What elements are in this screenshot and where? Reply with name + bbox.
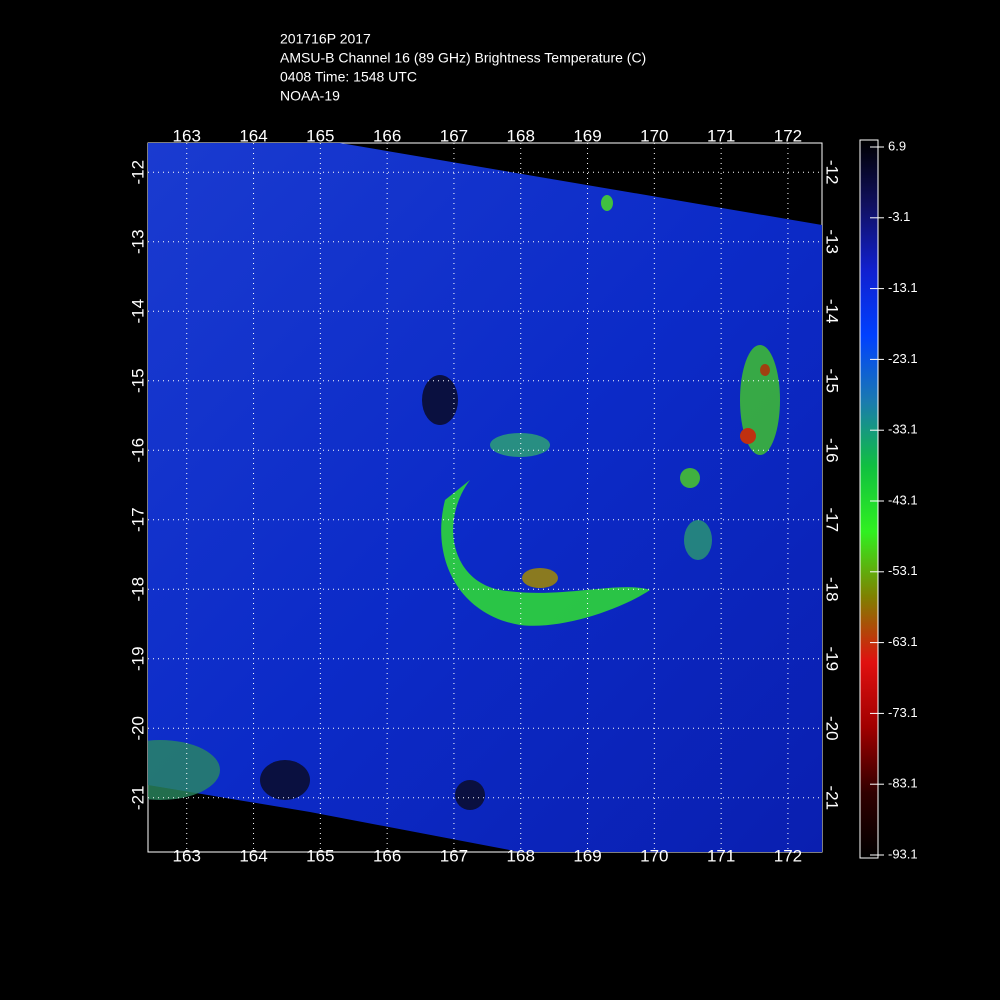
colorbar-tick-label: -73.1 — [888, 705, 918, 720]
colorbar-tick-label: -93.1 — [888, 846, 918, 861]
y-tick-label: -17 — [128, 507, 147, 532]
colorbar-tick-label: -63.1 — [888, 634, 918, 649]
colorbar-tick-label: -3.1 — [888, 209, 910, 224]
x-tick-label: 166 — [373, 846, 401, 865]
colorbar-tick-label: 6.9 — [888, 138, 906, 153]
y-tick-label: -20 — [128, 716, 147, 741]
convection-cell — [680, 468, 700, 488]
cold-region — [260, 760, 310, 800]
colorbar-tick-label: -53.1 — [888, 563, 918, 578]
convection-core — [760, 364, 770, 376]
convection-cell — [740, 345, 780, 455]
colorbar-tick-label: -33.1 — [888, 422, 918, 437]
cold-region — [455, 780, 485, 810]
colorbar — [859, 139, 879, 859]
y-tick-label: -21 — [823, 785, 842, 810]
y-tick-label: -16 — [823, 438, 842, 463]
colorbar-tick-label: -13.1 — [888, 280, 918, 295]
convection-cell — [601, 195, 613, 211]
y-tick-label: -14 — [128, 299, 147, 324]
x-tick-label: 169 — [573, 846, 601, 865]
y-tick-label: -16 — [128, 438, 147, 463]
x-tick-label: 167 — [440, 846, 468, 865]
y-tick-label: -19 — [128, 646, 147, 671]
title-line: 201716P 2017 — [280, 31, 371, 47]
convection-cell — [490, 433, 550, 457]
title-line: AMSU-B Channel 16 (89 GHz) Brightness Te… — [280, 50, 646, 66]
x-tick-label: 165 — [306, 846, 334, 865]
title-line: 0408 Time: 1548 UTC — [280, 69, 417, 85]
y-tick-label: -15 — [823, 368, 842, 393]
x-tick-label: 172 — [774, 846, 802, 865]
x-tick-label: 169 — [573, 126, 601, 145]
x-tick-label: 172 — [774, 126, 802, 145]
y-tick-label: -14 — [823, 299, 842, 324]
convection-core — [740, 428, 756, 444]
y-tick-label: -15 — [128, 368, 147, 393]
x-tick-label: 171 — [707, 126, 735, 145]
y-tick-label: -12 — [823, 160, 842, 185]
swath — [148, 143, 822, 852]
x-tick-label: 166 — [373, 126, 401, 145]
colorbar-tick-label: -83.1 — [888, 776, 918, 791]
x-tick-label: 163 — [173, 846, 201, 865]
colorbar-tick-label: -23.1 — [888, 351, 918, 366]
x-tick-label: 168 — [507, 846, 535, 865]
x-tick-label: 164 — [239, 846, 267, 865]
x-tick-label: 170 — [640, 846, 668, 865]
y-tick-label: -19 — [823, 646, 842, 671]
imagery — [148, 143, 822, 852]
x-tick-label: 171 — [707, 846, 735, 865]
y-tick-label: -17 — [823, 507, 842, 532]
x-tick-label: 165 — [306, 126, 334, 145]
x-tick-label: 168 — [507, 126, 535, 145]
x-tick-label: 167 — [440, 126, 468, 145]
x-tick-label: 164 — [239, 126, 267, 145]
y-tick-label: -18 — [128, 577, 147, 602]
y-tick-label: -13 — [823, 229, 842, 254]
y-tick-label: -20 — [823, 716, 842, 741]
y-tick-label: -21 — [128, 785, 147, 810]
y-tick-label: -13 — [128, 229, 147, 254]
warm-region — [148, 740, 220, 800]
convection-cell — [684, 520, 712, 560]
cold-region — [422, 375, 458, 425]
y-tick-label: -18 — [823, 577, 842, 602]
convection-core — [522, 568, 558, 588]
title-line: NOAA-19 — [280, 88, 340, 104]
x-tick-label: 163 — [173, 126, 201, 145]
x-tick-label: 170 — [640, 126, 668, 145]
y-tick-label: -12 — [128, 160, 147, 185]
colorbar-tick-label: -43.1 — [888, 492, 918, 507]
